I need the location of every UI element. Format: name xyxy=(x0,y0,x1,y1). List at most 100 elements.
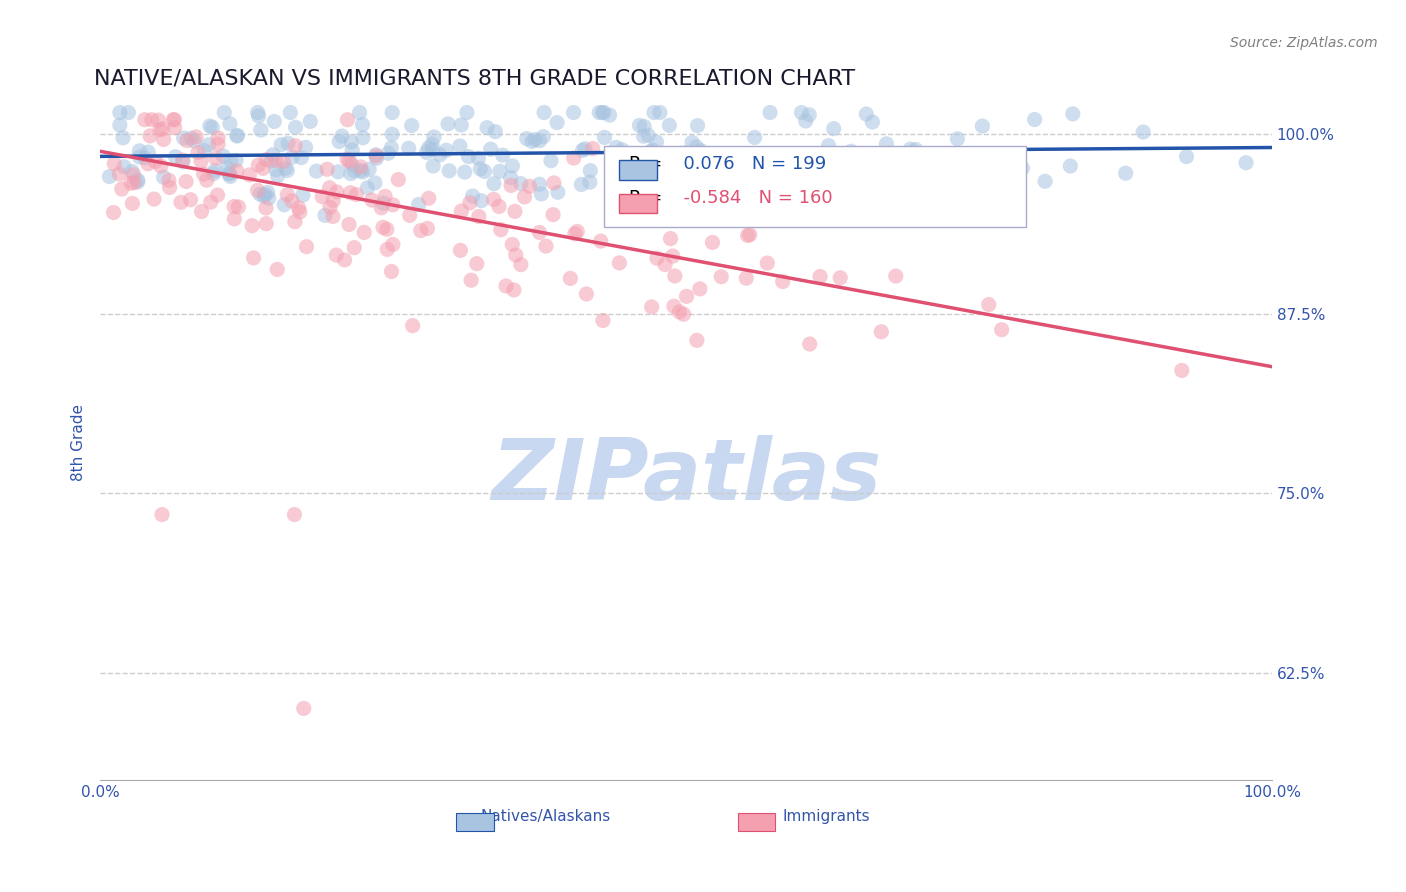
Point xyxy=(371,220,394,235)
Point xyxy=(387,172,409,186)
Point xyxy=(128,144,150,158)
Point xyxy=(437,164,460,178)
Point xyxy=(284,215,307,229)
Point xyxy=(645,135,668,149)
Point xyxy=(149,122,172,136)
Point xyxy=(247,158,270,172)
Point xyxy=(366,149,388,163)
Point xyxy=(1175,150,1198,164)
Point xyxy=(470,194,492,208)
Point xyxy=(744,130,766,145)
Point xyxy=(222,200,245,214)
Point xyxy=(779,187,801,202)
Point xyxy=(972,167,994,181)
Point xyxy=(762,166,785,180)
Point xyxy=(254,187,277,202)
Point xyxy=(1011,161,1033,176)
Point xyxy=(645,251,668,265)
Point xyxy=(474,164,496,178)
Point xyxy=(352,118,374,132)
Point xyxy=(128,150,150,164)
Point xyxy=(509,177,531,191)
Point xyxy=(454,165,477,179)
Point xyxy=(299,114,322,128)
Point xyxy=(943,202,966,216)
Point xyxy=(409,224,432,238)
Point xyxy=(219,153,242,168)
Point xyxy=(560,271,582,285)
Point xyxy=(284,138,307,153)
Point xyxy=(349,160,371,174)
Point xyxy=(749,212,772,227)
Point xyxy=(772,275,794,289)
Point xyxy=(359,162,381,177)
Point xyxy=(519,179,541,194)
Point xyxy=(219,117,242,131)
Point xyxy=(429,148,451,162)
Point xyxy=(839,145,862,159)
Point xyxy=(201,120,224,135)
Text: R =: R = xyxy=(630,155,668,173)
Point xyxy=(860,115,883,129)
Point xyxy=(141,112,163,127)
Point xyxy=(633,120,655,134)
Point xyxy=(225,153,247,168)
Point xyxy=(748,150,770,164)
Point xyxy=(121,164,143,178)
Point xyxy=(254,201,277,215)
Point xyxy=(202,167,225,181)
Point xyxy=(121,196,143,211)
Point xyxy=(489,223,512,237)
Point xyxy=(136,157,159,171)
Point xyxy=(408,197,430,211)
Point xyxy=(343,164,366,178)
Point xyxy=(217,161,239,175)
Point xyxy=(159,180,181,194)
Point xyxy=(316,162,339,177)
Point xyxy=(318,181,340,195)
Point xyxy=(1234,155,1257,169)
Point xyxy=(98,169,121,184)
Point xyxy=(668,305,690,319)
Point xyxy=(170,195,193,210)
Point xyxy=(662,299,685,313)
Text: ZIPatlas: ZIPatlas xyxy=(491,435,882,518)
Point xyxy=(571,143,593,157)
Point xyxy=(295,240,318,254)
Point xyxy=(620,160,643,174)
Point xyxy=(686,334,709,348)
Point xyxy=(648,105,671,120)
Point xyxy=(540,153,562,168)
Point xyxy=(529,134,551,148)
Point xyxy=(246,183,269,197)
Point xyxy=(190,154,212,169)
Point xyxy=(360,193,382,207)
Point xyxy=(339,167,361,181)
Point xyxy=(531,129,554,144)
Point xyxy=(501,159,523,173)
Point xyxy=(972,119,994,133)
Point xyxy=(502,283,524,297)
Point xyxy=(262,148,284,162)
Point xyxy=(422,159,444,173)
Point xyxy=(562,105,585,120)
Point xyxy=(468,210,491,224)
Point xyxy=(416,221,439,235)
Point xyxy=(434,143,457,157)
Point xyxy=(256,186,278,200)
Point xyxy=(103,205,125,219)
Text: Natives/Alaskans: Natives/Alaskans xyxy=(481,809,610,823)
Point xyxy=(330,129,353,144)
Point xyxy=(592,105,614,120)
Point xyxy=(152,121,174,136)
Point xyxy=(658,119,681,133)
Point xyxy=(337,218,360,232)
Point xyxy=(1059,159,1081,173)
Point xyxy=(456,105,478,120)
Point xyxy=(150,508,173,522)
Point xyxy=(685,140,707,154)
Point xyxy=(173,131,195,145)
Point xyxy=(143,192,166,206)
Point xyxy=(190,204,212,219)
Point xyxy=(322,210,344,224)
